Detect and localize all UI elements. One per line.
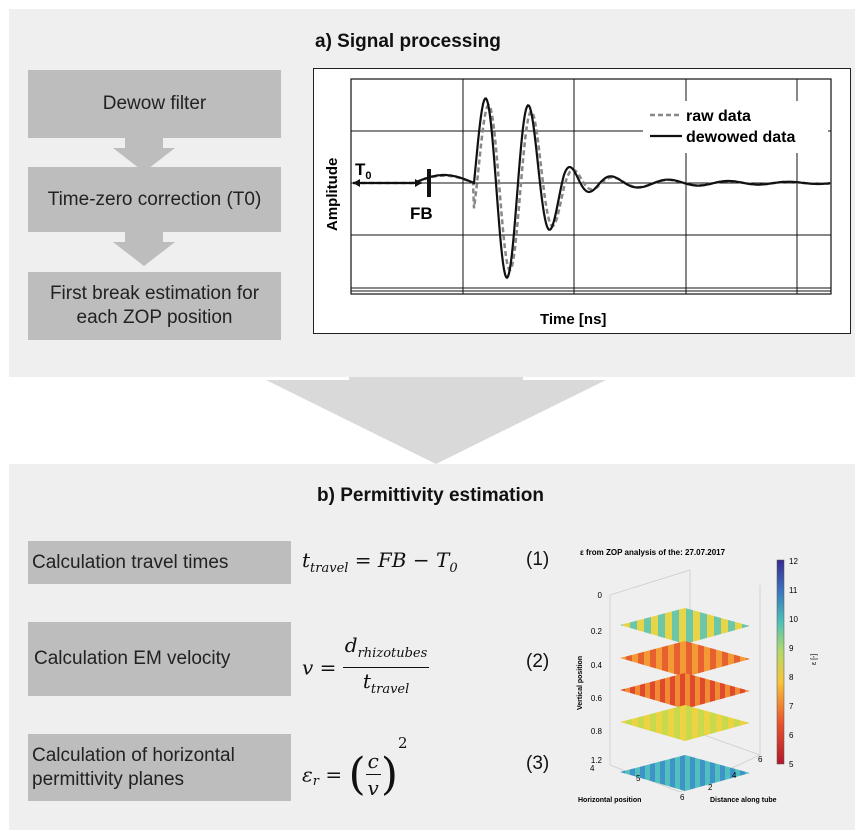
svg-text:10: 10 [789,615,798,624]
equation-travel-time: ttravel = FB − T0 [302,548,458,576]
plot3d-ylabel: Vertical position [577,656,584,710]
svg-text:6: 6 [680,793,685,802]
chart-ylabel: Amplitude [324,158,341,231]
svg-text:4: 4 [590,764,595,773]
chart-xlabel: Time [ns] [540,311,606,328]
svg-text:5: 5 [636,774,641,783]
arrow-down-1 [113,138,175,172]
svg-text:11: 11 [789,586,798,595]
colorbar-ticks: 12 11 10 9 8 7 6 5 [789,557,798,769]
plane-1 [620,608,750,644]
step-first-break-estimation: First break estimation for each ZOP posi… [28,272,281,340]
svg-text:0.2: 0.2 [591,627,603,636]
fb-label: FB [410,204,433,223]
svg-text:1.2: 1.2 [591,756,603,765]
plane-5 [620,755,750,791]
plane-4 [620,705,750,741]
plot3d-title: ε from ZOP analysis of the: 27.07.2017 [580,548,726,557]
svg-text:8: 8 [789,673,794,682]
step-dewow-filter: Dewow filter [28,70,281,138]
svg-text:2: 2 [708,783,713,792]
eqnum-3: (3) [526,753,550,774]
svg-text:0: 0 [598,591,603,600]
svg-text:6: 6 [789,731,794,740]
colorbar-label: ε [-] [811,654,818,665]
big-arrow-down [266,377,606,464]
panel-b-title: b) Permittivity estimation [317,485,544,506]
svg-text:0.8: 0.8 [591,727,603,736]
step-permittivity-planes: Calculation of horizontal permittivity p… [28,734,291,801]
horiz-ticks: 4 5 6 [590,764,685,802]
chart-legend: raw data dewowed data [643,101,828,153]
plane-2 [620,641,750,677]
equation-permittivity: εr = ( c v )2 [302,734,408,800]
svg-text:12: 12 [789,557,798,566]
svg-text:0.4: 0.4 [591,661,603,670]
signal-chart: T0 FB raw data dewowed data Time [ns] Am… [313,68,851,334]
arrow-down-2 [113,232,175,266]
eqnum-1: (1) [526,549,550,570]
dist-ticks: 2 4 6 [708,755,763,792]
step-travel-times: Calculation travel times [28,541,291,584]
dewowed-data-line [353,97,830,280]
svg-text:4: 4 [732,771,737,780]
legend-raw: raw data [686,108,751,125]
t0-label: T0 [355,160,372,182]
svg-text:9: 9 [789,644,794,653]
plot3d-zlabel: Distance along tube [710,797,777,804]
svg-text:5: 5 [789,760,794,769]
eqnum-2: (2) [526,651,550,672]
svg-text:6: 6 [758,755,763,764]
legend-dewowed: dewowed data [686,129,795,146]
svg-text:0.6: 0.6 [591,694,603,703]
equation-velocity: v = drhizotubes ttravel [302,633,430,697]
signal-chart-svg: T0 FB raw data dewowed data Time [ns] Am… [324,78,832,328]
step-time-zero-correction: Time-zero correction (T0) [28,167,281,232]
step-em-velocity: Calculation EM velocity [28,622,291,696]
panel-a-title: a) Signal processing [315,31,501,52]
plane-3 [620,673,750,709]
svg-text:7: 7 [789,702,794,711]
permittivity-3d-plot: ε from ZOP analysis of the: 27.07.2017 0… [577,548,818,804]
colorbar [776,559,785,765]
plot3d-xlabel: Horizontal position [578,797,641,804]
vert-ticks: 0 0.2 0.4 0.6 0.8 1.2 [591,591,603,765]
